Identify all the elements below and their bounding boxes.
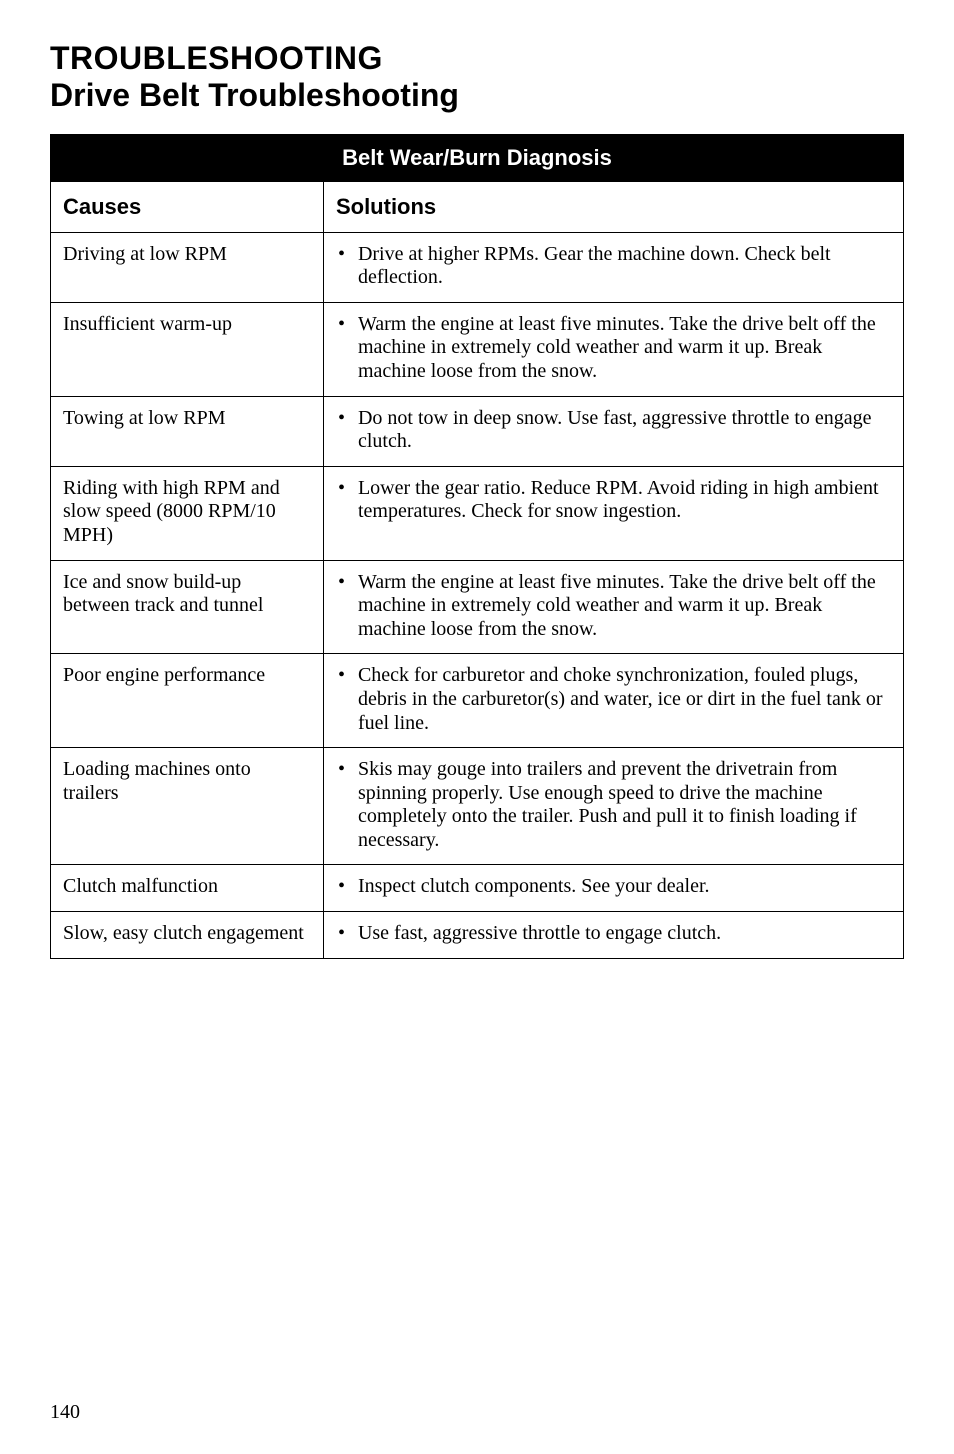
table-row: Towing at low RPM Do not tow in deep sno… [51,396,904,466]
table-row: Clutch malfunction Inspect clutch compon… [51,865,904,912]
solution-item: Warm the engine at least five minutes. T… [336,571,891,642]
solution-item: Do not tow in deep snow. Use fast, aggre… [336,407,891,454]
cause-cell: Driving at low RPM [51,232,324,302]
page-number: 140 [50,1401,80,1424]
table-row: Poor engine performance Check for carbur… [51,654,904,748]
table-row: Slow, easy clutch engagement Use fast, a… [51,912,904,959]
cause-cell: Loading machines onto trailers [51,748,324,865]
cause-cell: Slow, easy clutch engagement [51,912,324,959]
solution-cell: Warm the engine at least five minutes. T… [323,560,903,654]
solution-item: Drive at higher RPMs. Gear the machine d… [336,243,891,290]
cause-cell: Clutch malfunction [51,865,324,912]
cause-cell: Poor engine performance [51,654,324,748]
col-header-causes: Causes [51,181,324,232]
solution-cell: Use fast, aggressive throttle to engage … [323,912,903,959]
solution-cell: Warm the engine at least five minutes. T… [323,302,903,396]
table-row: Loading machines onto trailers Skis may … [51,748,904,865]
heading-main: TROUBLESHOOTING [50,40,904,77]
table-row: Driving at low RPM Drive at higher RPMs.… [51,232,904,302]
col-header-solutions: Solutions [323,181,903,232]
cause-cell: Ice and snow build-up between track and … [51,560,324,654]
solution-item: Skis may gouge into trailers and prevent… [336,758,891,852]
solution-cell: Do not tow in deep snow. Use fast, aggre… [323,396,903,466]
cause-cell: Insufficient warm-up [51,302,324,396]
heading-sub: Drive Belt Troubleshooting [50,77,904,114]
page-heading: TROUBLESHOOTING Drive Belt Troubleshooti… [50,40,904,114]
solution-item: Inspect clutch components. See your deal… [336,875,891,899]
solution-item: Use fast, aggressive throttle to engage … [336,922,891,946]
solution-cell: Drive at higher RPMs. Gear the machine d… [323,232,903,302]
solution-cell: Check for carburetor and choke synchroni… [323,654,903,748]
solution-item: Lower the gear ratio. Reduce RPM. Avoid … [336,477,891,524]
solution-item: Warm the engine at least five minutes. T… [336,313,891,384]
solution-cell: Skis may gouge into trailers and prevent… [323,748,903,865]
diagnosis-table: Belt Wear/Burn Diagnosis Causes Solution… [50,134,904,959]
cause-cell: Riding with high RPM and slow speed (800… [51,466,324,560]
cause-cell: Towing at low RPM [51,396,324,466]
solution-cell: Inspect clutch components. See your deal… [323,865,903,912]
table-banner: Belt Wear/Burn Diagnosis [51,134,904,181]
table-row: Insufficient warm-up Warm the engine at … [51,302,904,396]
solution-cell: Lower the gear ratio. Reduce RPM. Avoid … [323,466,903,560]
table-row: Riding with high RPM and slow speed (800… [51,466,904,560]
solution-item: Check for carburetor and choke synchroni… [336,664,891,735]
table-row: Ice and snow build-up between track and … [51,560,904,654]
